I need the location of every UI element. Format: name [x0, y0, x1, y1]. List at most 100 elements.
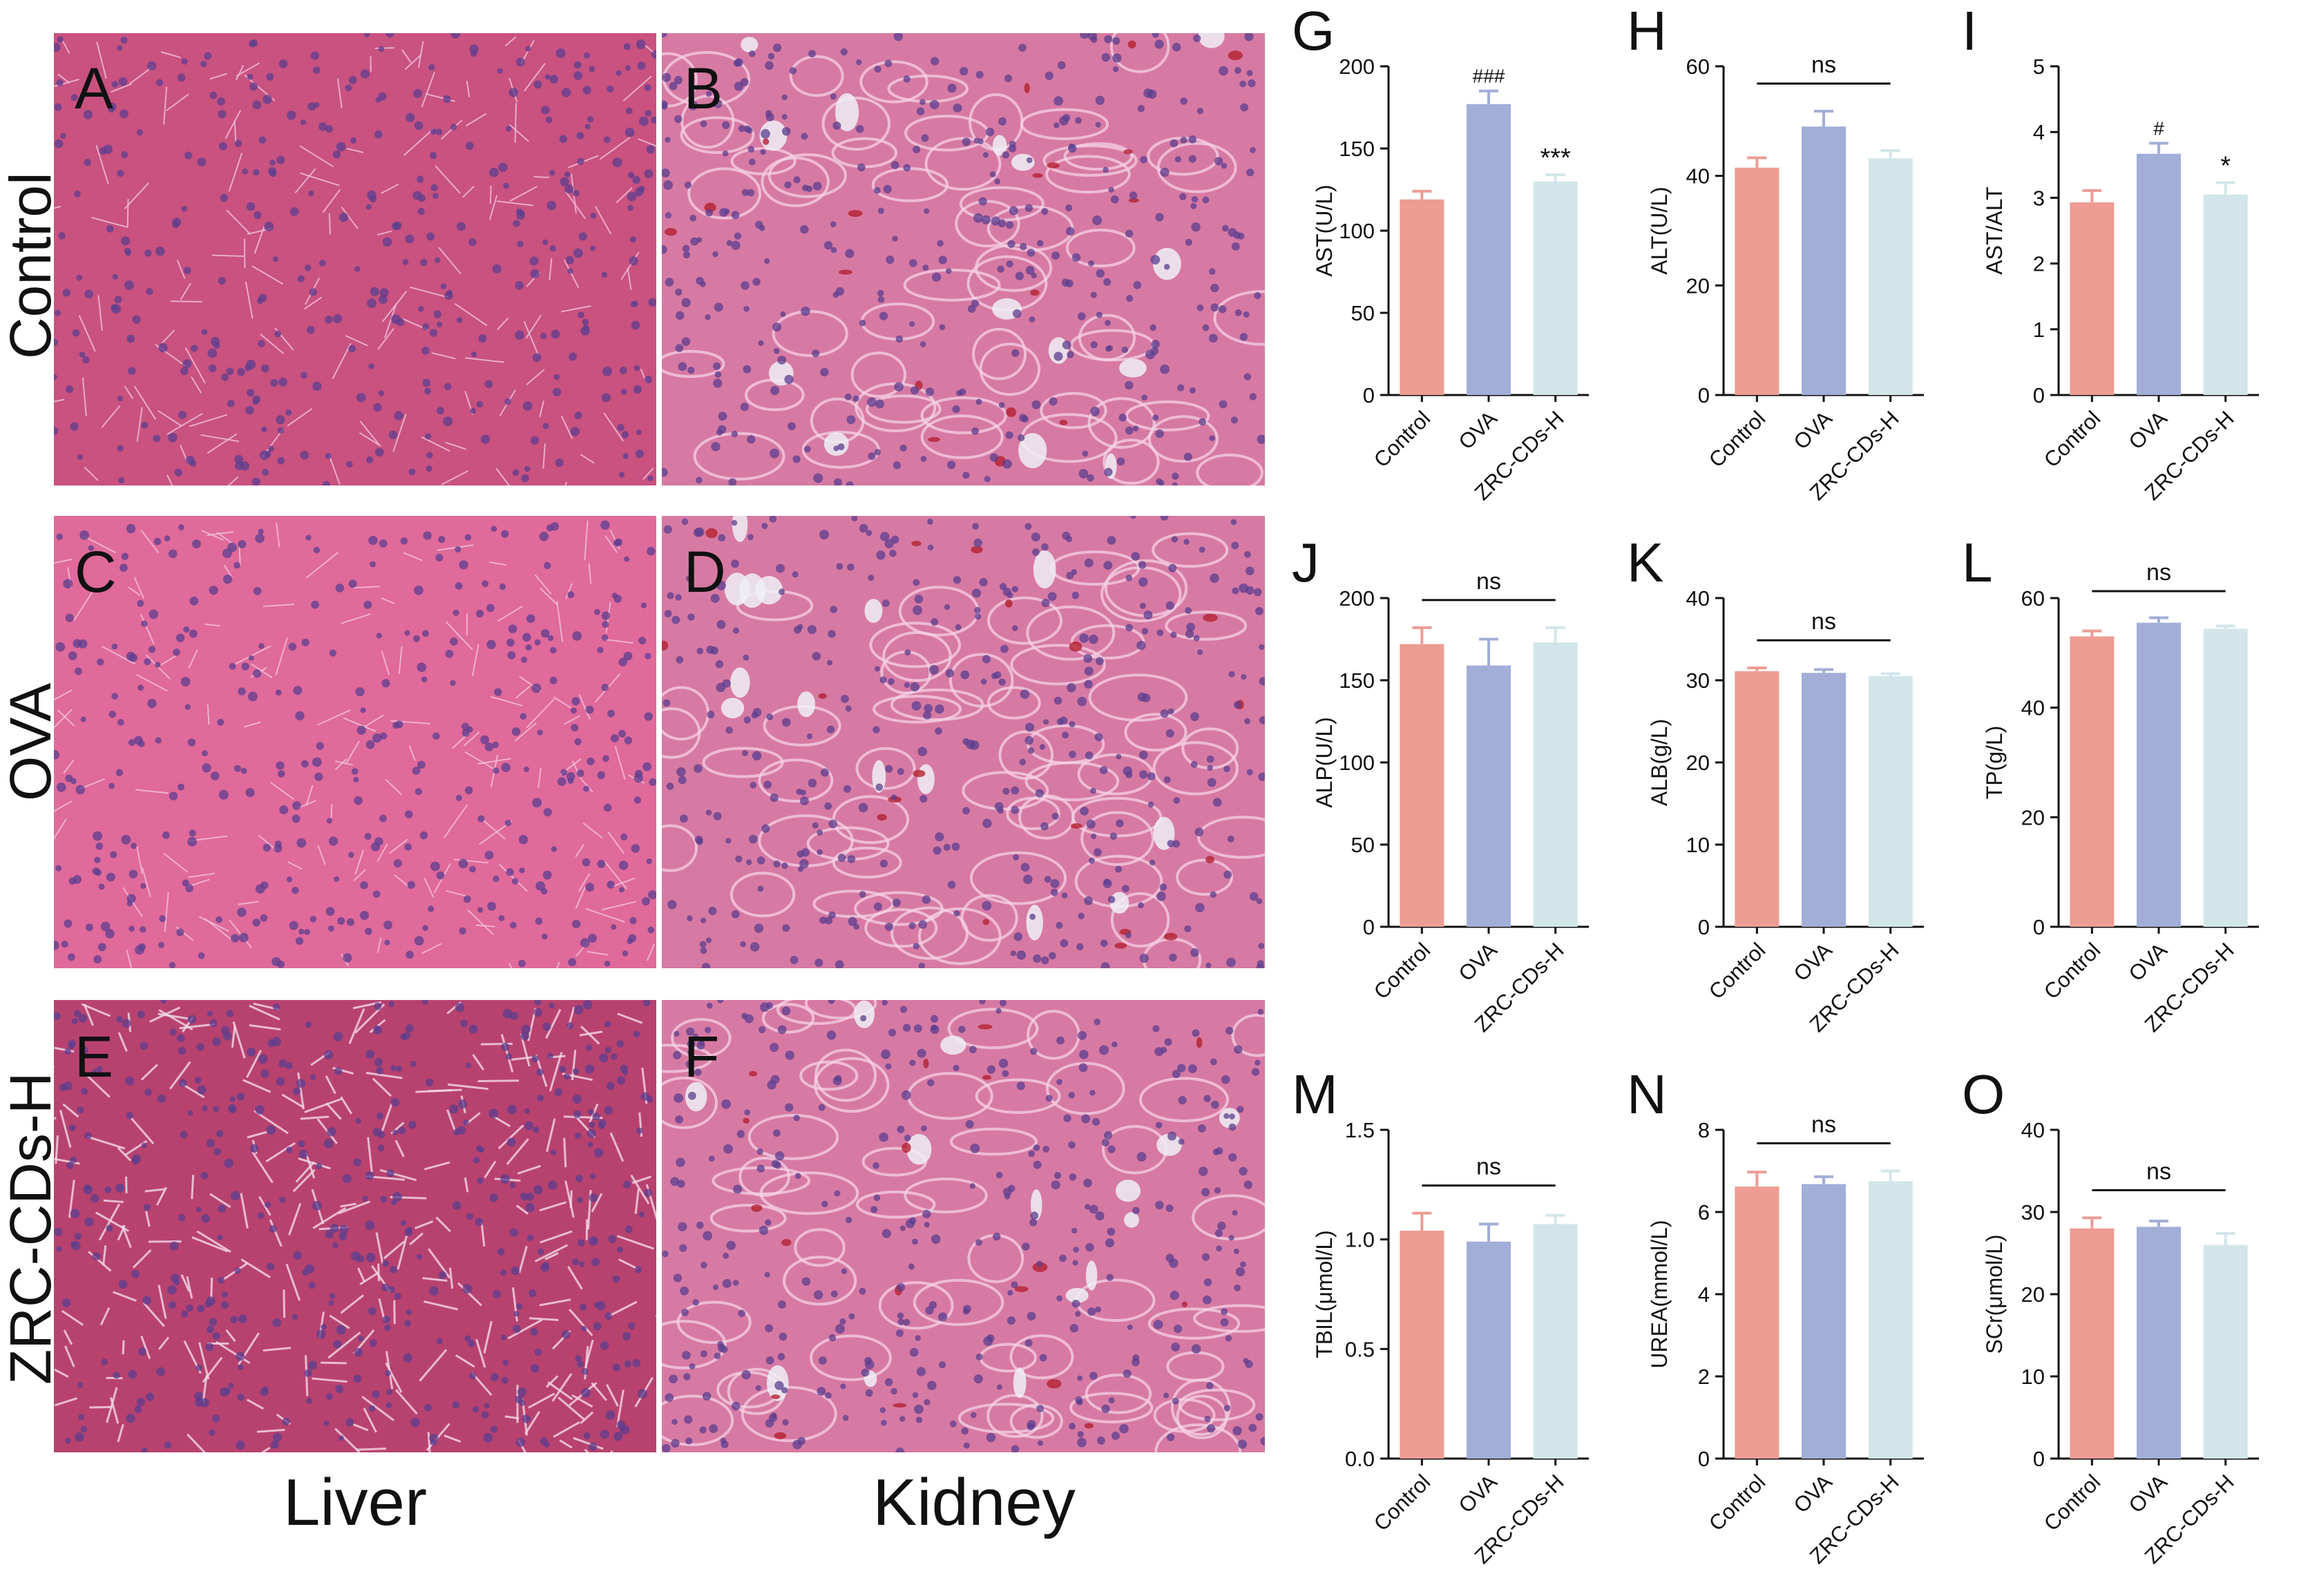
y-tick-label: 20: [1686, 751, 1710, 775]
y-tick-label: 8: [1698, 1118, 1710, 1142]
y-tick-label: 0: [1698, 1447, 1710, 1471]
y-axis-title: AST(U/L): [1312, 184, 1337, 276]
y-tick-label: 0.5: [1345, 1337, 1375, 1361]
bracket-label: ns: [1476, 568, 1501, 595]
bracket-label: ns: [1811, 52, 1836, 78]
x-tick-label: OVA: [2124, 938, 2173, 986]
column-label-kidney: Kidney: [872, 1465, 1076, 1539]
bracket-label: ns: [1476, 1154, 1501, 1180]
y-tick-label: 40: [2021, 696, 2045, 720]
column-label-liver: Liver: [283, 1465, 428, 1539]
y-tick-label: 150: [1339, 137, 1375, 161]
bar: [2070, 636, 2115, 927]
liver-tissue-image: [54, 516, 656, 968]
row-label-ova: OVA: [0, 682, 63, 801]
y-axis-title: ALB(g/L): [1647, 719, 1672, 806]
y-tick-label: 40: [2021, 1118, 2045, 1142]
micrograph-control-liver: [54, 33, 656, 485]
kidney-tissue-image: [662, 1000, 1265, 1452]
y-tick-label: 1.5: [1345, 1118, 1375, 1142]
bar: [2137, 622, 2181, 927]
micrograph-zrc-kidney: [662, 1000, 1265, 1452]
y-tick-label: 20: [2021, 805, 2045, 829]
panel-letter-f: F: [684, 1024, 720, 1089]
bracket-label: ns: [1811, 1112, 1836, 1138]
y-tick-label: 4: [1698, 1282, 1710, 1307]
x-tick-label: Control: [1704, 938, 1770, 1003]
x-tick-label: Control: [2039, 1470, 2105, 1535]
kidney-tissue-image: [662, 516, 1265, 968]
y-tick-label: 10: [2021, 1365, 2045, 1389]
y-tick-label: 0: [2033, 915, 2045, 939]
x-tick-label: Control: [2039, 406, 2105, 472]
bar: [1533, 642, 1578, 927]
bar: [1533, 181, 1578, 395]
significance-label: ***: [1540, 144, 1571, 173]
bar: [2137, 153, 2181, 395]
micrograph-zrc-liver: [54, 1000, 656, 1452]
x-tick-label: Control: [1369, 1470, 1435, 1535]
bar: [1400, 1230, 1444, 1459]
panel-letter: K: [1627, 532, 1663, 593]
x-tick-label: OVA: [1789, 1470, 1838, 1518]
y-tick-label: 100: [1339, 751, 1375, 775]
bar: [2203, 1244, 2248, 1459]
y-tick-label: 200: [1339, 55, 1375, 79]
bar: [1533, 1224, 1578, 1459]
y-tick-label: 0: [1363, 383, 1375, 407]
y-tick-label: 20: [2021, 1282, 2045, 1307]
y-tick-label: 50: [1351, 301, 1375, 325]
y-tick-label: 100: [1339, 219, 1375, 243]
x-tick-label: OVA: [1454, 406, 1503, 454]
significance-label: *: [2220, 152, 2231, 181]
y-tick-label: 2: [1698, 1365, 1710, 1389]
panel-letter-b: B: [684, 56, 723, 121]
panel-letter: G: [1292, 0, 1335, 61]
y-axis-title: TBIL(μmol/L): [1312, 1230, 1337, 1358]
x-tick-label: Control: [1704, 1470, 1770, 1535]
y-tick-label: 200: [1339, 586, 1375, 610]
bar: [1735, 671, 1780, 927]
bar: [1735, 1186, 1780, 1459]
bar: [1868, 1181, 1913, 1459]
y-tick-label: 30: [1686, 669, 1710, 693]
bar: [2070, 1228, 2115, 1459]
panel-letter-e: E: [75, 1024, 114, 1089]
y-tick-label: 0: [2033, 383, 2045, 407]
y-tick-label: 150: [1339, 669, 1375, 693]
bar: [2137, 1227, 2181, 1459]
bracket-label: ns: [1811, 608, 1836, 635]
y-tick-label: 0.0: [1345, 1447, 1375, 1471]
micrograph-ova-liver: [54, 516, 656, 968]
y-tick-label: 3: [2033, 186, 2045, 210]
x-tick-label: Control: [1369, 406, 1435, 472]
panel-letter-d: D: [684, 539, 726, 604]
bar: [1467, 104, 1511, 396]
bar: [1802, 673, 1846, 927]
x-tick-label: OVA: [1789, 938, 1838, 986]
panel-letter: I: [1962, 0, 1977, 61]
y-axis-title: ALP(U/L): [1312, 717, 1337, 808]
y-tick-label: 40: [1686, 586, 1710, 610]
bar: [1735, 167, 1780, 395]
bar: [1400, 199, 1444, 395]
row-label-zrc-cds-h: ZRC-CDs-H: [0, 1072, 63, 1385]
y-tick-label: 40: [1686, 164, 1710, 189]
x-tick-label: OVA: [2124, 1470, 2173, 1518]
y-axis-title: UREA(mmol/L): [1647, 1220, 1672, 1368]
y-tick-label: 0: [1363, 915, 1375, 939]
panel-letter-a: A: [75, 56, 114, 121]
panel-letter: H: [1627, 0, 1667, 61]
x-tick-label: OVA: [1454, 1470, 1503, 1518]
bar: [1467, 665, 1511, 927]
bar: [1868, 676, 1913, 927]
y-tick-label: 0: [2033, 1447, 2045, 1471]
y-tick-label: 1.0: [1345, 1228, 1375, 1252]
y-axis-title: AST/ALT: [1982, 186, 2007, 274]
